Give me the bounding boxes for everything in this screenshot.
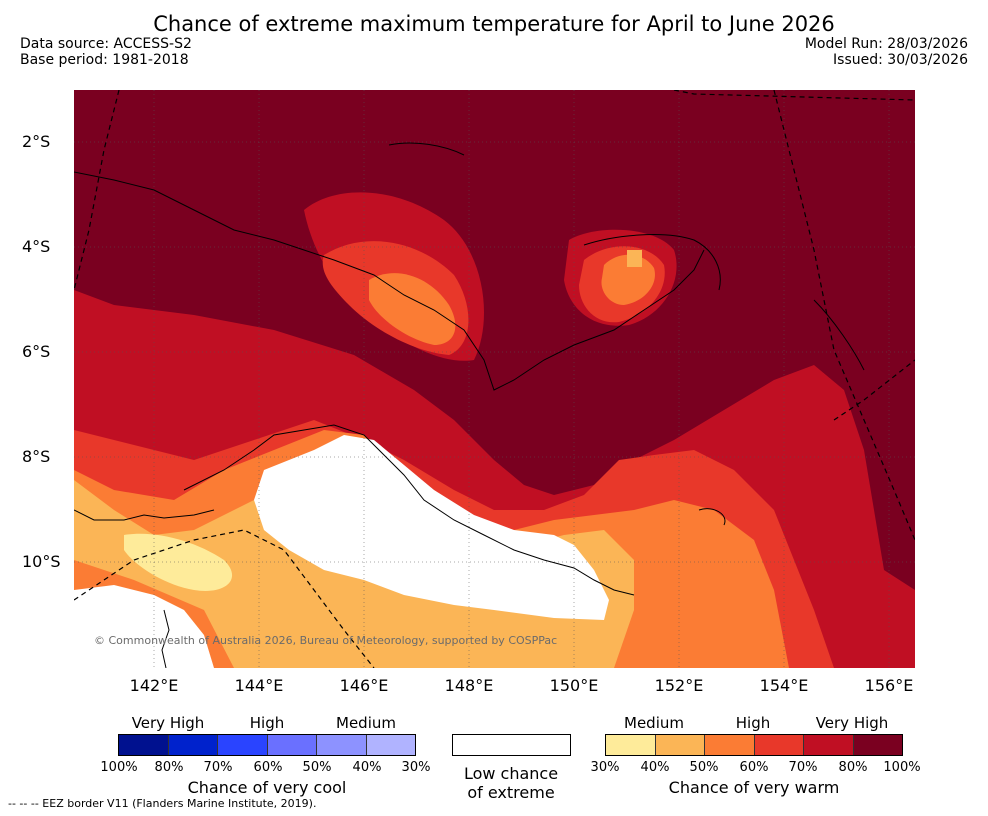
source-info: Data source: ACCESS-S2 Base period: 1981… bbox=[20, 36, 192, 68]
warm-pct: 30% bbox=[590, 760, 620, 775]
coastlines bbox=[74, 142, 865, 668]
warm-swatch bbox=[655, 735, 705, 755]
warm-swatch bbox=[853, 735, 902, 755]
graticule bbox=[74, 90, 915, 668]
lon-label: 144°E bbox=[234, 676, 284, 695]
lon-label: 152°E bbox=[654, 676, 704, 695]
lat-label: 6°S bbox=[22, 342, 51, 361]
zone-40-ne bbox=[627, 250, 642, 267]
zone-no-signal-sw bbox=[74, 585, 214, 668]
lat-label: 8°S bbox=[22, 447, 51, 466]
warm-swatch bbox=[804, 735, 854, 755]
base-period: Base period: 1981-2018 bbox=[20, 52, 189, 68]
warm-category: Very High bbox=[815, 714, 889, 732]
model-run: Model Run: 28/03/2026 bbox=[804, 36, 968, 52]
cool-swatch bbox=[119, 735, 169, 755]
zone-no-signal bbox=[254, 435, 609, 620]
cool-pct: 40% bbox=[352, 760, 382, 775]
lon-label: 156°E bbox=[864, 676, 914, 695]
lon-label: 142°E bbox=[129, 676, 179, 695]
probability-map bbox=[74, 90, 915, 668]
lon-label: 148°E bbox=[444, 676, 494, 695]
cool-category: Very High bbox=[131, 714, 205, 732]
warm-swatch bbox=[754, 735, 804, 755]
warm-pct: 80% bbox=[838, 760, 868, 775]
cool-pct: 80% bbox=[154, 760, 184, 775]
warm-swatch bbox=[606, 735, 656, 755]
lon-label: 150°E bbox=[549, 676, 599, 695]
cool-pct: 50% bbox=[302, 760, 332, 775]
warm-caption: Chance of very warm bbox=[668, 778, 840, 797]
map-panel bbox=[74, 90, 915, 668]
no-signal-caption-line2: of extreme bbox=[467, 783, 555, 802]
warm-pct: 100% bbox=[883, 760, 921, 775]
cool-swatch bbox=[267, 735, 317, 755]
cool-pct: 100% bbox=[100, 760, 138, 775]
cool-swatch bbox=[218, 735, 268, 755]
cool-caption: Chance of very cool bbox=[187, 778, 347, 797]
map-title: Chance of extreme maximum temperature fo… bbox=[153, 12, 835, 36]
cool-colorbar bbox=[118, 734, 416, 756]
lon-label: 146°E bbox=[339, 676, 389, 695]
warm-pct: 60% bbox=[739, 760, 769, 775]
warm-swatch bbox=[705, 735, 755, 755]
run-info: Model Run: 28/03/2026 Issued: 30/03/2026 bbox=[805, 36, 968, 68]
no-signal-swatch bbox=[452, 734, 571, 756]
zone-50-north bbox=[369, 273, 456, 345]
no-signal-caption-line1: Low chance bbox=[463, 764, 559, 783]
copyright-note: © Commonwealth of Australia 2026, Bureau… bbox=[94, 634, 558, 647]
cool-swatch bbox=[168, 735, 218, 755]
warm-colorbar bbox=[605, 734, 903, 756]
warm-pct: 70% bbox=[788, 760, 818, 775]
warm-category: Medium bbox=[624, 714, 684, 732]
cool-swatch bbox=[366, 735, 415, 755]
eez-borders bbox=[74, 90, 915, 668]
cool-pct: 70% bbox=[203, 760, 233, 775]
zone-50-ne bbox=[601, 254, 655, 305]
cool-category: Medium bbox=[336, 714, 396, 732]
warm-pct: 50% bbox=[689, 760, 719, 775]
no-signal-caption: Low chance of extreme bbox=[436, 764, 586, 802]
lat-label: 4°S bbox=[22, 237, 51, 256]
data-source: Data source: ACCESS-S2 bbox=[20, 36, 192, 52]
lat-label: 2°S bbox=[22, 132, 51, 151]
lat-label: 10°S bbox=[22, 552, 61, 571]
warm-category: High bbox=[735, 714, 771, 732]
zone-30 bbox=[124, 533, 233, 591]
warm-pct: 40% bbox=[640, 760, 670, 775]
issued-date: Issued: 30/03/2026 bbox=[833, 52, 968, 68]
cool-pct: 60% bbox=[253, 760, 283, 775]
eez-note: -- -- -- EEZ border V11 (Flanders Marine… bbox=[8, 797, 317, 810]
cool-swatch bbox=[317, 735, 367, 755]
lon-label: 154°E bbox=[759, 676, 809, 695]
cool-pct: 30% bbox=[401, 760, 431, 775]
cool-category: High bbox=[249, 714, 285, 732]
